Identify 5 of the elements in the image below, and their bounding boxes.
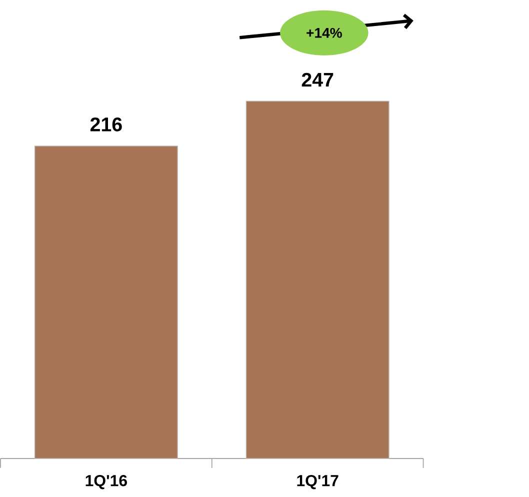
text: +14% [306,28,342,38]
x-tick-label: 1Q'16 [86,474,127,490]
x-tick-label: 1Q'17 [297,474,338,490]
data-label: 247 [302,72,334,87]
data-label: 216 [90,117,122,132]
